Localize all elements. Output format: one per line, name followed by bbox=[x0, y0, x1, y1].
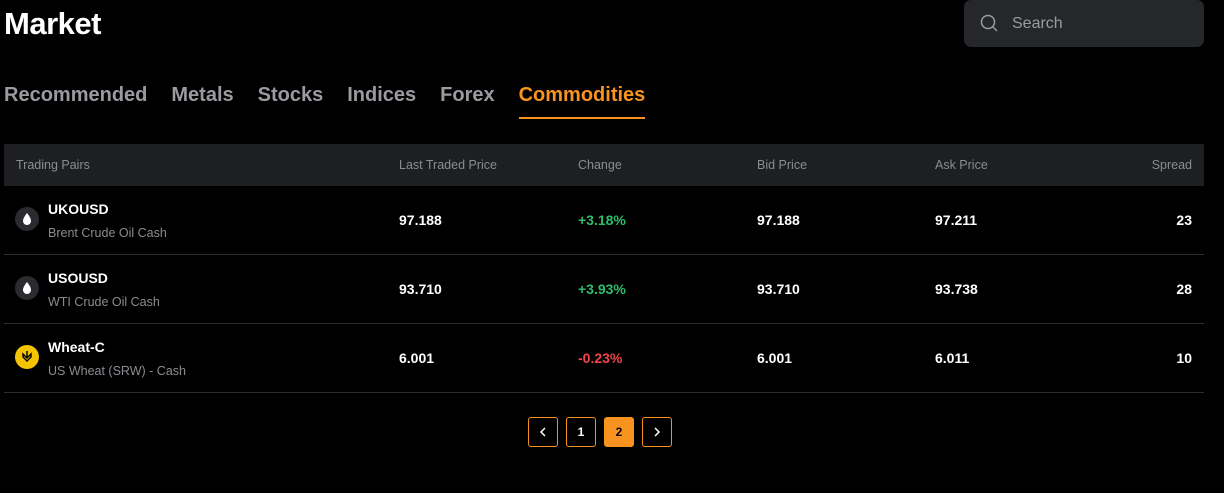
asset-name: WTI Crude Oil Cash bbox=[48, 295, 160, 309]
asset-name: US Wheat (SRW) - Cash bbox=[48, 364, 186, 378]
column-header: Bid Price bbox=[757, 158, 808, 172]
ask-price: 6.011 bbox=[935, 350, 970, 366]
tab[interactable]: Indices bbox=[347, 84, 417, 106]
column-header: Trading Pairs bbox=[16, 158, 90, 172]
last-price: 6.001 bbox=[399, 350, 435, 366]
search-box[interactable]: Search bbox=[964, 0, 1204, 47]
tab[interactable]: Commodities bbox=[518, 84, 646, 119]
spread: 10 bbox=[1176, 350, 1192, 366]
page-title: Market bbox=[4, 6, 101, 41]
column-header: Change bbox=[578, 158, 622, 172]
asset-name: Brent Crude Oil Cash bbox=[48, 226, 167, 240]
asset-icon bbox=[15, 207, 39, 231]
bid-price: 93.710 bbox=[757, 281, 800, 297]
table-row[interactable]: USOUSD WTI Crude Oil Cash 93.710 +3.93% 93.7… bbox=[4, 255, 1204, 324]
tab[interactable]: Forex bbox=[440, 84, 495, 106]
prev-page[interactable] bbox=[528, 417, 558, 447]
search-placeholder: Search bbox=[1012, 15, 1063, 32]
change: +3.93% bbox=[578, 281, 626, 297]
ask-price: 97.211 bbox=[935, 212, 978, 228]
search-icon bbox=[980, 14, 998, 32]
page-button[interactable]: 2 bbox=[604, 417, 634, 447]
asset-icon bbox=[15, 276, 39, 300]
symbol: Wheat-C bbox=[48, 339, 105, 355]
last-price: 97.188 bbox=[399, 212, 442, 228]
page-button[interactable]: 1 bbox=[566, 417, 596, 447]
column-header: Spread bbox=[1151, 158, 1192, 172]
spread: 28 bbox=[1176, 281, 1192, 297]
next-page[interactable] bbox=[642, 417, 672, 447]
symbol: UKOUSD bbox=[48, 201, 109, 217]
change: +3.18% bbox=[578, 212, 626, 228]
spread: 23 bbox=[1176, 212, 1192, 228]
tab-bar: Recommended Metals Stocks Indices Forex Commo… bbox=[4, 84, 646, 119]
symbol: USOUSD bbox=[48, 270, 108, 286]
table-row[interactable]: Wheat-C US Wheat (SRW) - Cash 6.001 -0.23% 6… bbox=[4, 324, 1204, 393]
bid-price: 97.188 bbox=[757, 212, 800, 228]
bid-price: 6.001 bbox=[757, 350, 793, 366]
chevron-right bbox=[654, 427, 661, 437]
tab[interactable]: Stocks bbox=[257, 84, 324, 106]
column-header: Last Traded Price bbox=[399, 158, 497, 172]
change: -0.23% bbox=[578, 350, 623, 366]
tab[interactable]: Recommended bbox=[4, 84, 148, 106]
chevron-left bbox=[539, 427, 546, 437]
table-header: Trading Pairs Last Traded Price Change Bid … bbox=[4, 144, 1204, 186]
last-price: 93.710 bbox=[399, 281, 442, 297]
column-header: Ask Price bbox=[935, 158, 988, 172]
ask-price: 93.738 bbox=[935, 281, 978, 297]
tab[interactable]: Metals bbox=[171, 84, 234, 106]
asset-icon bbox=[15, 345, 39, 369]
table-row[interactable]: UKOUSD Brent Crude Oil Cash 97.188 +3.18% 97… bbox=[4, 186, 1204, 255]
